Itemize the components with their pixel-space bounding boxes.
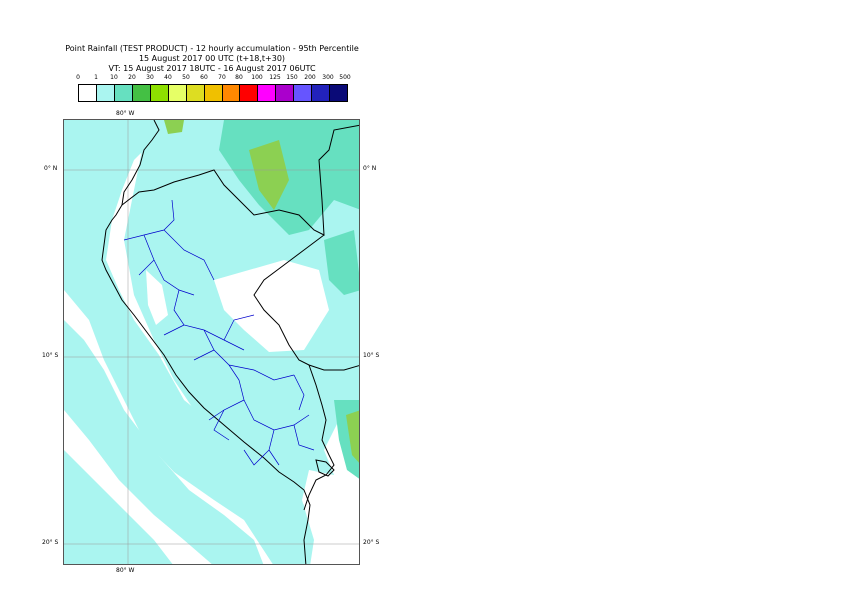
legend-threshold: 60 <box>200 74 208 81</box>
lon-label-bottom: 80° W <box>116 567 135 574</box>
legend-threshold: 125 <box>269 74 281 81</box>
legend-color-box <box>186 85 205 101</box>
chart-title-line2: 15 August 2017 00 UTC (t+18,t+30) <box>138 54 286 63</box>
dry-region-coast <box>146 270 168 325</box>
legend-color-box <box>204 85 223 101</box>
heaviest-rain-nw <box>164 120 184 134</box>
legend-color-box <box>276 85 295 101</box>
rainfall-map <box>63 119 360 565</box>
dry-region <box>214 260 329 352</box>
legend-color-box <box>294 85 313 101</box>
legend-threshold: 200 <box>304 74 316 81</box>
border-ecuador <box>121 124 359 236</box>
legend-threshold: 300 <box>322 74 334 81</box>
heaviest-rain-se <box>346 410 359 463</box>
sea-rain-band-south <box>64 450 173 564</box>
legend-threshold: 50 <box>182 74 190 81</box>
lat-label-0n-left: 0° N <box>44 165 58 172</box>
legend-threshold: 40 <box>164 74 172 81</box>
coastline <box>101 120 311 564</box>
lat-label-20s-right: 20° S <box>363 539 380 546</box>
legend-colorbar <box>78 84 348 102</box>
legend-color-box <box>150 85 169 101</box>
legend-threshold: 80 <box>235 74 243 81</box>
legend-threshold: 500 <box>339 74 351 81</box>
lat-label-10s-left: 10° S <box>42 352 59 359</box>
legend-threshold: 70 <box>218 74 226 81</box>
legend-threshold: 10 <box>110 74 118 81</box>
lake-titicaca <box>315 459 335 477</box>
legend-color-box <box>168 85 187 101</box>
legend-threshold: 100 <box>251 74 263 81</box>
border-bolivia <box>303 364 335 511</box>
lon-label-top: 80° W <box>116 110 135 117</box>
legend-labels: 0 1 10 20 30 40 50 60 70 80 100 125 150 … <box>60 74 360 84</box>
lat-label-0n-right: 0° N <box>363 165 377 172</box>
legend-color-box <box>258 85 277 101</box>
heavier-rain-east <box>324 230 359 295</box>
sea-rain-band <box>64 320 264 564</box>
legend-color-box <box>330 85 348 101</box>
heaviest-rain-north <box>249 140 289 210</box>
legend-color-box <box>114 85 133 101</box>
legend-threshold: 30 <box>146 74 154 81</box>
lat-label-20s-left: 20° S <box>42 539 59 546</box>
legend-color-box <box>240 85 259 101</box>
legend-threshold: 150 <box>286 74 298 81</box>
legend-threshold: 1 <box>94 74 98 81</box>
legend-color-box <box>79 85 97 101</box>
province-boundaries <box>123 199 315 466</box>
chart-title-line3: VT: 15 August 2017 18UTC - 16 August 201… <box>108 64 316 73</box>
legend-color-box <box>312 85 331 101</box>
map-svg <box>64 120 359 564</box>
legend-threshold: 0 <box>76 74 80 81</box>
legend-threshold: 20 <box>128 74 136 81</box>
lat-label-10s-right: 10° S <box>363 352 380 359</box>
sea-rain-area <box>64 120 310 564</box>
chart-title-line1: Point Rainfall (TEST PRODUCT) - 12 hourl… <box>65 44 359 53</box>
border-colombia-brazil <box>253 234 359 371</box>
legend-color-box <box>132 85 151 101</box>
legend-color-box <box>96 85 115 101</box>
legend-color-box <box>222 85 241 101</box>
